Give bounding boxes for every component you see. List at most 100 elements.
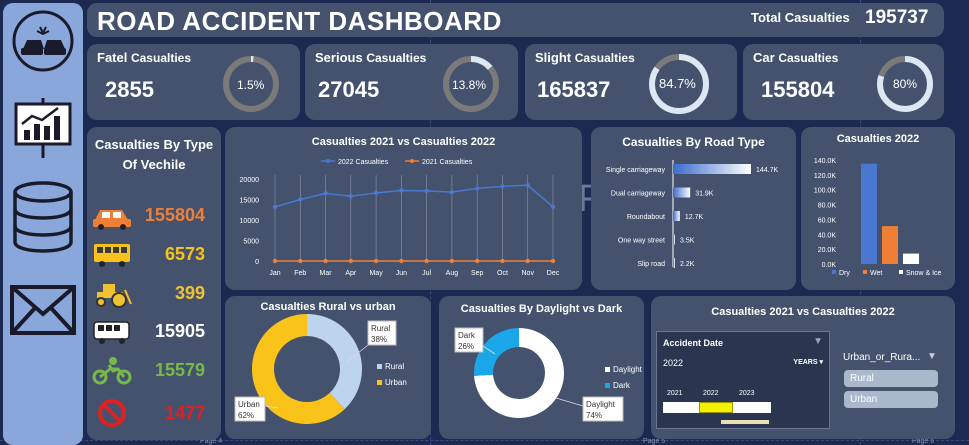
vehicle-row-motorcycle[interactable]: 15579 xyxy=(87,355,217,385)
kpi-percent: 80% xyxy=(893,77,918,91)
header-bar: ROAD ACCIDENT DASHBOARD Total Casualties… xyxy=(87,3,944,37)
slicer-option-urban[interactable]: Urban xyxy=(844,391,938,408)
kpi-progress-ring xyxy=(877,56,933,112)
legend-label: Dark xyxy=(613,381,631,390)
car-crash-icon[interactable] xyxy=(7,5,79,77)
tractor-icon xyxy=(96,284,132,308)
y-tick-label: 20000 xyxy=(240,177,260,184)
total-casualties-value: 195737 xyxy=(865,7,929,28)
road-bar xyxy=(673,164,751,174)
chart-board-icon[interactable] xyxy=(7,93,79,165)
page-label-6: Page 6 xyxy=(912,438,935,445)
legend-label: 2021 Casualties xyxy=(422,159,473,166)
car-icon xyxy=(93,210,131,230)
legend-swatch xyxy=(377,364,382,369)
kpi-card-serious[interactable]: Serious Casualties 27045 13.8% xyxy=(305,44,518,120)
series-point xyxy=(550,258,556,264)
slice-pct-label: 38% xyxy=(371,335,387,344)
vehicle-row-bus[interactable]: 6573 xyxy=(87,239,217,269)
series-point xyxy=(525,182,530,188)
donut-slice xyxy=(252,314,345,424)
filter-clear-icon[interactable]: ▼ xyxy=(813,336,823,347)
kpi-title: Serious Casualties xyxy=(315,50,427,65)
page-label-5: Page 5 xyxy=(643,438,666,445)
vehicle-row-van[interactable]: 15905 xyxy=(87,316,217,346)
kpi-title: Car Casualties xyxy=(753,50,839,65)
y-tick-label: 10000 xyxy=(240,218,260,225)
vehicle-value: 399 xyxy=(174,283,205,303)
x-tick-label: Jan xyxy=(269,270,280,277)
slice-name-label: Urban xyxy=(238,400,260,409)
kpi-title: Slight Casualties xyxy=(535,50,635,65)
kpi-progress-ring xyxy=(649,54,709,114)
series-point xyxy=(525,258,530,264)
year-tick-2022: 2022 xyxy=(703,390,719,397)
series-point xyxy=(373,190,379,196)
line-chart-card: Casualties 2021 vs Casualties 2022 0 5000… xyxy=(225,127,582,290)
vehicle-row-tractor[interactable]: 399 xyxy=(87,278,217,308)
kpi-value: 165837 xyxy=(537,77,611,102)
vehicle-title-line1: Casualties By Type xyxy=(94,137,214,152)
y-tick-label: 20.0K xyxy=(818,247,837,254)
legend-label: Urban xyxy=(385,378,407,387)
slice-name-label: Rural xyxy=(371,324,390,333)
x-tick-label: Feb xyxy=(294,270,306,277)
legend-label: Wet xyxy=(870,270,882,277)
kpi-card-slight[interactable]: Slight Casualties 165837 84.7% xyxy=(525,44,737,120)
motorcycle-icon xyxy=(92,357,132,385)
legend-label: Rural xyxy=(385,362,404,371)
van-icon xyxy=(93,321,130,344)
road-bar xyxy=(673,234,675,245)
granularity-dropdown[interactable]: YEARS ▾ xyxy=(793,359,823,366)
legend-label: Dry xyxy=(839,270,850,277)
x-tick-label: Dec xyxy=(547,270,560,277)
y-tick-label: 140.0K xyxy=(814,158,837,165)
label-leader xyxy=(346,344,369,363)
field-filter-icon[interactable]: ▼ xyxy=(927,351,937,362)
kpi-percent: 13.8% xyxy=(452,78,487,92)
rural-urban-card: Casualties Rural vs urban Rural 38% Rural U… xyxy=(225,296,431,439)
series-point xyxy=(474,258,480,264)
date-slicer[interactable]: Accident Date ▼ 2022 YEARS ▾ 2021 2022 2… xyxy=(656,331,830,429)
year-tick-2021: 2021 xyxy=(667,390,683,397)
timeline-scroll[interactable] xyxy=(721,420,769,424)
label-box xyxy=(454,327,484,353)
x-tick-label: Mar xyxy=(320,270,333,277)
date-slicer-year: 2022 xyxy=(663,358,684,368)
rural-chart-title: Casualties Rural vs urban xyxy=(260,301,396,313)
ring-fill xyxy=(223,56,279,112)
series-point xyxy=(500,184,505,189)
kpi-card-fatal[interactable]: Fatel Casualties 2855 1.5% xyxy=(87,44,300,120)
kpi-value: 27045 xyxy=(318,77,380,102)
x-tick-label: Nov xyxy=(522,270,535,277)
legend-marker xyxy=(326,159,330,163)
road-value-label: 31.9K xyxy=(695,191,714,198)
slice-pct-label: 62% xyxy=(238,411,254,420)
no-entry-icon xyxy=(98,399,126,427)
road-type-card: Casualties By Road Type Single carriagew… xyxy=(591,127,796,290)
series-point xyxy=(272,204,278,210)
slicer-card: Casualties 2021 vs Casualties 2022 Accid… xyxy=(651,296,955,439)
slicer-option-rural[interactable]: Rural xyxy=(844,370,938,387)
series-point xyxy=(449,258,455,264)
x-tick-label: Jun xyxy=(396,270,407,277)
vehicle-title-line2: Of Vechile xyxy=(122,157,186,172)
legend-label: 2022 Casualties xyxy=(338,159,389,166)
database-icon[interactable] xyxy=(7,181,79,253)
slice-name-label: Dark xyxy=(458,331,476,340)
vehicle-row-other[interactable]: 1477 xyxy=(87,398,217,428)
legend-marker xyxy=(410,159,414,163)
road-value-label: 12.7K xyxy=(685,214,704,221)
x-tick-label: Oct xyxy=(497,270,508,277)
vehicle-value: 1477 xyxy=(164,403,205,423)
road-category-label: Single carriageway xyxy=(606,167,666,174)
y-tick-label: 60.0K xyxy=(818,217,837,224)
surface-bar xyxy=(861,163,877,264)
y-tick-label: 5000 xyxy=(243,239,259,246)
vehicle-row-car[interactable]: 155804 xyxy=(87,200,217,230)
mail-icon[interactable] xyxy=(7,275,79,347)
kpi-value: 155804 xyxy=(761,77,835,102)
timeline-selected[interactable] xyxy=(699,402,733,413)
kpi-card-car[interactable]: Car Casualties 155804 80% xyxy=(743,44,944,120)
surface-chart: 0.0K 20.0K 40.0K 60.0K 80.0K 100.0K 120.0K 140.… xyxy=(814,158,942,277)
